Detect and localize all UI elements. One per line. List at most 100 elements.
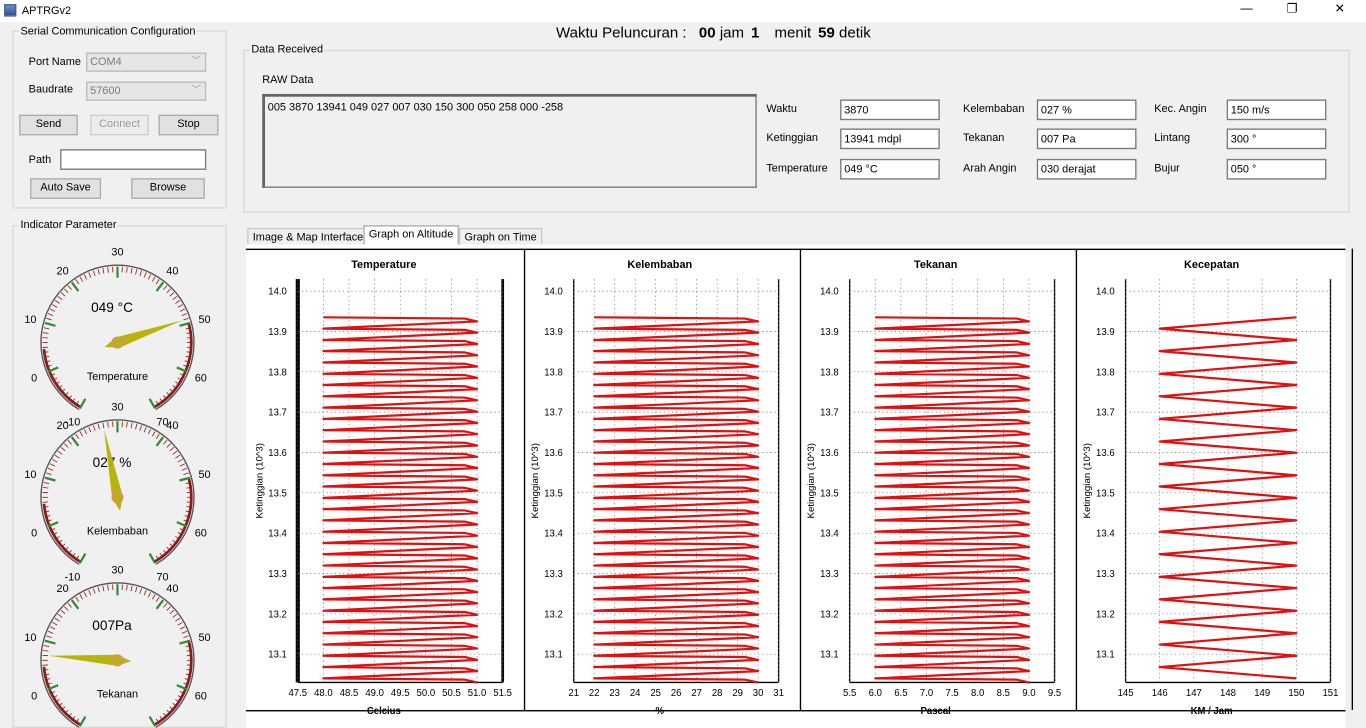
gauge-minor-tick	[172, 613, 178, 618]
gauge-minor-tick	[151, 431, 156, 437]
chart-y-label: Ketinggian (10^3)	[806, 443, 817, 518]
field-label-lintang: Lintang	[1154, 131, 1191, 144]
field-value-tekanan[interactable]: 007 Pa	[1036, 128, 1137, 150]
gauge-minor-tick	[185, 482, 192, 484]
gauge-minor-tick	[169, 446, 175, 452]
tab-image-map[interactable]: Image & Map Interface	[247, 227, 369, 246]
chart-title: Tekanan	[914, 259, 958, 271]
gauge-minor-tick	[67, 285, 72, 290]
field-label-bujur: Bujur	[1154, 161, 1180, 175]
chart-y-tick-label: 13.1	[544, 650, 563, 661]
chart-x-tick-label: 48.5	[340, 688, 359, 699]
launch-seconds-unit: detik	[839, 24, 871, 42]
auto-save-button[interactable]: Auto Save	[30, 178, 102, 199]
chart-y-tick-label: 13.5	[1096, 488, 1115, 499]
gauge-minor-tick	[135, 269, 138, 275]
minimize-icon[interactable]: —	[1240, 1, 1253, 16]
close-icon[interactable]: ✕	[1334, 1, 1345, 16]
chart-y-tick-label: 13.6	[820, 448, 839, 459]
gauge-tick-label: 10	[24, 632, 36, 644]
gauge-tick-label: 40	[166, 265, 178, 277]
gauge-tick-label: 70	[156, 417, 168, 429]
gauge-minor-tick	[71, 552, 76, 558]
field-value-waktu[interactable]: 3870	[840, 99, 940, 121]
chart-y-tick-label: 13.1	[268, 650, 287, 661]
port-select[interactable]: COM4 ﹀	[86, 52, 207, 72]
gauge-minor-tick	[130, 585, 133, 592]
gauge-tick-label: 60	[195, 690, 207, 702]
gauge-minor-tick	[163, 713, 168, 718]
chart-x-tick-label: 9.0	[1022, 688, 1035, 699]
gauge-minor-tick	[163, 439, 168, 445]
gauge-minor-tick	[147, 591, 152, 598]
data-received-title: Data Received	[249, 41, 325, 57]
path-field[interactable]	[60, 149, 207, 170]
chart-kelembaban: Kelembaban 21 22 23 24 25 26 27 28 29 30 31 13.1 13.2…	[530, 248, 802, 717]
gauge-minor-tick	[42, 669, 49, 671]
stop-button[interactable]: Stop	[158, 114, 219, 136]
browse-button[interactable]: Browse	[131, 178, 205, 199]
gauge-major-tick	[179, 476, 191, 482]
launch-minutes-unit: menit	[774, 24, 812, 42]
chart-x-tick-label: 30	[753, 688, 764, 699]
field-value-kelembaban[interactable]: 027 %	[1036, 99, 1137, 121]
gauge-tick-label: 10	[24, 314, 36, 326]
chart-y-tick-label: 13.2	[268, 609, 287, 620]
field-value-arah-angin[interactable]: 030 derajat	[1036, 158, 1137, 180]
chart-x-tick-label: 21	[568, 688, 579, 699]
raw-data-box[interactable]: 005 3870 13941 049 027 007 030 150 300 0…	[262, 93, 757, 188]
field-value-kec-angin[interactable]: 150 m/s	[1226, 99, 1327, 121]
chart-y-tick-label: 13.9	[268, 327, 287, 338]
chart-x-tick-label: 29	[732, 688, 743, 699]
connect-button[interactable]: Connect	[90, 114, 149, 136]
gauge-minor-tick	[42, 506, 49, 508]
chart-y-tick-label: 13.5	[544, 488, 563, 499]
gauge-minor-tick	[43, 355, 50, 358]
gauge-minor-tick	[135, 586, 138, 593]
chart-y-tick-label: 13.8	[268, 367, 287, 378]
chart-y-tick-label: 13.6	[1096, 448, 1115, 459]
send-button[interactable]: Send	[19, 114, 78, 136]
gauge-minor-tick	[64, 606, 69, 611]
chart-y-tick-label: 13.1	[1096, 650, 1115, 661]
gauge-minor-tick	[52, 458, 58, 463]
gauge-minor-tick	[163, 549, 168, 555]
gauge-hub	[111, 491, 124, 504]
gauge-minor-tick	[181, 630, 188, 634]
chart-y-tick-label: 13.8	[820, 367, 839, 378]
gauge-minor-tick	[47, 630, 54, 634]
gauge-minor-tick	[163, 395, 168, 400]
gauge-minor-tick	[172, 450, 178, 455]
gauge-major-tick	[179, 321, 191, 327]
gauge-minor-tick	[44, 360, 51, 363]
gauge-red-band	[42, 666, 82, 727]
chart-x-tick-label: 23	[609, 688, 620, 699]
field-value-lintang[interactable]: 300 °	[1226, 128, 1327, 150]
gauge-minor-tick	[75, 718, 80, 724]
gauge-tekanan: -10 0 10 20 30 40 50 60 70 007Pa Tekanan	[24, 564, 211, 728]
gauge-minor-tick	[139, 588, 143, 594]
maximize-icon[interactable]: ❐	[1286, 1, 1298, 16]
tab-graph-time[interactable]: Graph on Time	[458, 227, 543, 246]
field-value-temperature[interactable]: 049 °C	[840, 158, 940, 180]
gauge-minor-tick	[60, 388, 66, 393]
baud-select[interactable]: 57600 ﹀	[86, 81, 207, 101]
gauge-minor-tick	[46, 472, 52, 476]
gauge-arc	[40, 582, 195, 728]
gauge-minor-tick	[159, 552, 164, 558]
tab-graph-altitude[interactable]: Graph on Altitude	[363, 225, 459, 246]
gauge-minor-tick	[186, 649, 193, 652]
gauge-minor-tick	[46, 317, 52, 321]
field-label-ketinggian: Ketinggian	[766, 131, 818, 144]
gauge-needle	[49, 654, 132, 666]
gauge-minor-tick	[147, 428, 152, 435]
chart-x-tick-label: 51.5	[493, 688, 512, 699]
gauge-minor-tick	[177, 377, 183, 381]
chart-x-tick-label: 27	[691, 688, 702, 699]
field-value-bujur[interactable]: 050 °	[1226, 158, 1327, 180]
chart-y-tick-label: 13.4	[1096, 529, 1115, 540]
gauge-minor-tick	[172, 539, 178, 544]
chart-x-tick-label: 49.5	[391, 688, 410, 699]
data-received-group	[243, 49, 1350, 213]
field-value-ketinggian[interactable]: 13941 mdpl	[840, 128, 940, 150]
